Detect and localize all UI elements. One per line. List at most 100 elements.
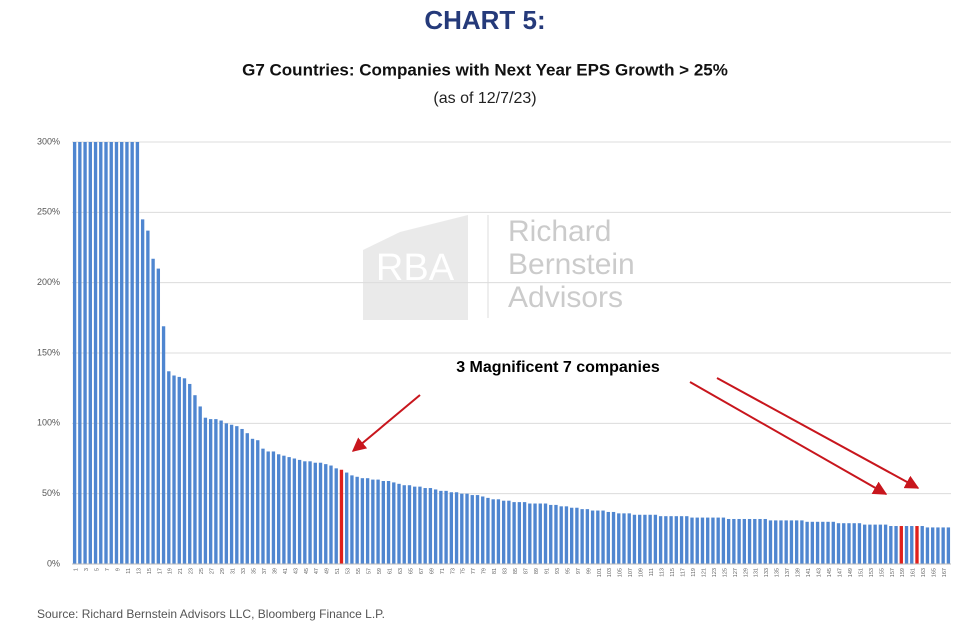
x-tick-label: 17 <box>157 568 163 574</box>
x-tick-label: 67 <box>419 568 425 574</box>
arrow <box>689 381 888 495</box>
x-tick-label: 45 <box>304 568 310 574</box>
bar <box>815 521 820 564</box>
x-tick-label: 157 <box>890 568 896 577</box>
bar <box>852 523 856 564</box>
bar <box>826 521 830 564</box>
bar <box>109 142 113 564</box>
x-tick-label: 1 <box>74 568 80 571</box>
bar <box>601 510 605 564</box>
source: Source: Richard Bernstein Advisors LLC, … <box>37 607 385 621</box>
x-tick-label: 151 <box>858 568 864 577</box>
bar <box>449 492 454 564</box>
watermark: RBA Richard Bernstein Advisors <box>363 215 635 320</box>
x-tick-label: 75 <box>461 568 467 574</box>
x-tick-label: 19 <box>168 568 174 574</box>
bar <box>695 517 699 564</box>
bar <box>177 376 181 564</box>
bar <box>454 492 459 564</box>
watermark-line: Bernstein <box>508 248 635 281</box>
bar <box>883 524 888 564</box>
bar <box>423 488 427 564</box>
bar <box>711 517 715 564</box>
bar <box>700 517 705 564</box>
bar <box>685 516 689 564</box>
bar <box>140 219 145 564</box>
x-tick-label: 21 <box>178 568 184 574</box>
bar <box>899 526 903 564</box>
annotation: 3 Magnificent 7 companies <box>456 359 660 376</box>
bar <box>768 520 773 564</box>
bar <box>428 488 433 564</box>
bar <box>386 481 391 564</box>
x-tick-label: 131 <box>754 568 760 577</box>
x-tick-label: 7 <box>105 568 111 571</box>
bar <box>83 142 87 564</box>
bar <box>831 521 835 564</box>
x-tick-label: 145 <box>827 568 833 577</box>
watermark-logo: RBA <box>376 247 455 289</box>
bar <box>941 527 945 564</box>
bar <box>789 520 794 564</box>
x-tick-label: 13 <box>136 568 142 574</box>
bar <box>679 516 684 564</box>
x-tick-label: 47 <box>314 568 320 574</box>
bar <box>706 517 710 564</box>
x-tick-label: 91 <box>544 568 550 574</box>
bar <box>392 482 396 564</box>
bar <box>318 462 323 564</box>
x-tick-label: 81 <box>492 568 498 574</box>
bar <box>617 513 621 564</box>
bar <box>350 475 354 564</box>
bar <box>193 395 197 564</box>
y-tick-label: 0% <box>47 558 60 568</box>
x-tick-label: 163 <box>921 568 927 577</box>
x-tick-label: 15 <box>147 568 153 574</box>
x-tick-label: 133 <box>764 568 770 577</box>
x-tick-label: 5 <box>94 568 100 571</box>
bar <box>910 526 914 564</box>
bar <box>512 502 516 564</box>
x-tick-label: 143 <box>817 568 823 577</box>
bar <box>784 520 788 564</box>
bar <box>857 523 862 564</box>
bar <box>266 451 270 564</box>
bar <box>742 518 747 564</box>
bar <box>862 524 867 564</box>
x-tick-label: 159 <box>900 568 906 577</box>
bar <box>297 459 302 564</box>
x-tick-label: 125 <box>722 568 728 577</box>
x-tick-label: 107 <box>628 568 634 577</box>
bar <box>161 326 166 564</box>
bar <box>638 514 642 564</box>
bar <box>156 268 161 564</box>
bar <box>397 483 401 564</box>
arrow <box>351 394 421 452</box>
bar <box>261 448 265 564</box>
bar <box>182 378 187 564</box>
y-tick-label: 150% <box>37 347 60 357</box>
bar <box>805 521 809 564</box>
bar <box>632 514 637 564</box>
bar <box>517 502 522 564</box>
bar <box>836 523 841 564</box>
x-tick-label: 117 <box>680 568 686 577</box>
bar <box>889 526 893 564</box>
bar <box>114 142 119 564</box>
y-tick-label: 200% <box>37 277 60 287</box>
bar <box>726 518 731 564</box>
bar <box>653 514 658 564</box>
bar <box>130 142 134 564</box>
x-tick-label: 41 <box>283 568 289 574</box>
x-tick-label: 27 <box>210 568 216 574</box>
bar <box>794 520 799 564</box>
bar <box>308 461 312 564</box>
x-tick-label: 79 <box>482 568 488 574</box>
bar <box>78 142 82 564</box>
x-tick-label: 69 <box>429 568 435 574</box>
bar <box>135 142 140 564</box>
bar <box>402 485 406 564</box>
x-tick-label: 137 <box>785 568 791 577</box>
bar <box>847 523 851 564</box>
x-tick-label: 101 <box>597 568 603 577</box>
